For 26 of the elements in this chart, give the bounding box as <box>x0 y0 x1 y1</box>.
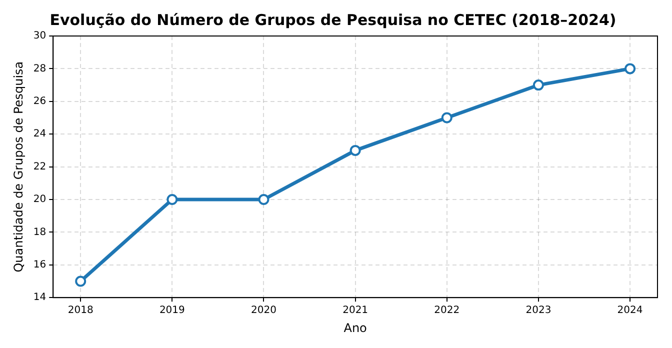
point <box>75 276 86 287</box>
x-axis-title: Ano <box>344 320 367 335</box>
y-tick-label: 18 <box>33 226 46 238</box>
y-tick-label: 24 <box>33 128 46 140</box>
chart-title: Evolução do Número de Grupos de Pesquisa no CETEC (2018–2024) <box>50 10 616 29</box>
y-tick-label: 30 <box>33 30 46 42</box>
point <box>624 63 636 74</box>
y-tick-label: 26 <box>33 96 46 107</box>
y-tick-label: 16 <box>33 259 46 270</box>
x-tick-label: 2018 <box>68 305 94 316</box>
point <box>532 80 544 91</box>
point <box>350 144 361 156</box>
x-tick-label: 2022 <box>434 305 460 316</box>
x-tick-label: 2021 <box>342 305 368 316</box>
point <box>441 112 452 124</box>
x-tick-label: 2020 <box>251 305 276 316</box>
y-axis-title: Quantidade de Grupos de Pesquisa <box>11 61 26 272</box>
x-tick-label: 2023 <box>526 305 552 316</box>
y-tick-label: 22 <box>33 161 46 172</box>
point <box>166 194 178 205</box>
y-tick-label: 14 <box>33 292 46 304</box>
x-tick-label: 2024 <box>617 305 643 316</box>
point <box>258 194 270 205</box>
y-tick-label: 20 <box>33 194 46 206</box>
y-tick-label: 28 <box>33 63 46 74</box>
x-tick-label: 2019 <box>159 305 185 316</box>
